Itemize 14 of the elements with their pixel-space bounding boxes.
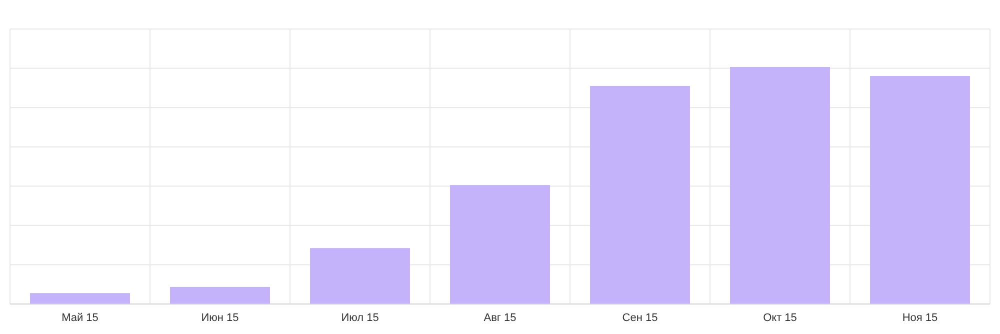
bar bbox=[450, 185, 550, 304]
bar bbox=[170, 286, 270, 304]
x-tick-label: Сен 15 bbox=[622, 312, 658, 324]
bar bbox=[870, 76, 970, 304]
bar bbox=[590, 86, 690, 304]
x-tick-label: Ноя 15 bbox=[902, 312, 938, 324]
bar bbox=[310, 248, 410, 304]
x-tick-label: Май 15 bbox=[62, 312, 98, 324]
x-tick-label: Июн 15 bbox=[201, 312, 239, 324]
x-tick-label: Июл 15 bbox=[341, 312, 379, 324]
x-tick-label: Окт 15 bbox=[763, 312, 797, 324]
bar bbox=[730, 67, 830, 304]
bar bbox=[30, 293, 130, 304]
x-tick-label: Авг 15 bbox=[484, 312, 516, 324]
